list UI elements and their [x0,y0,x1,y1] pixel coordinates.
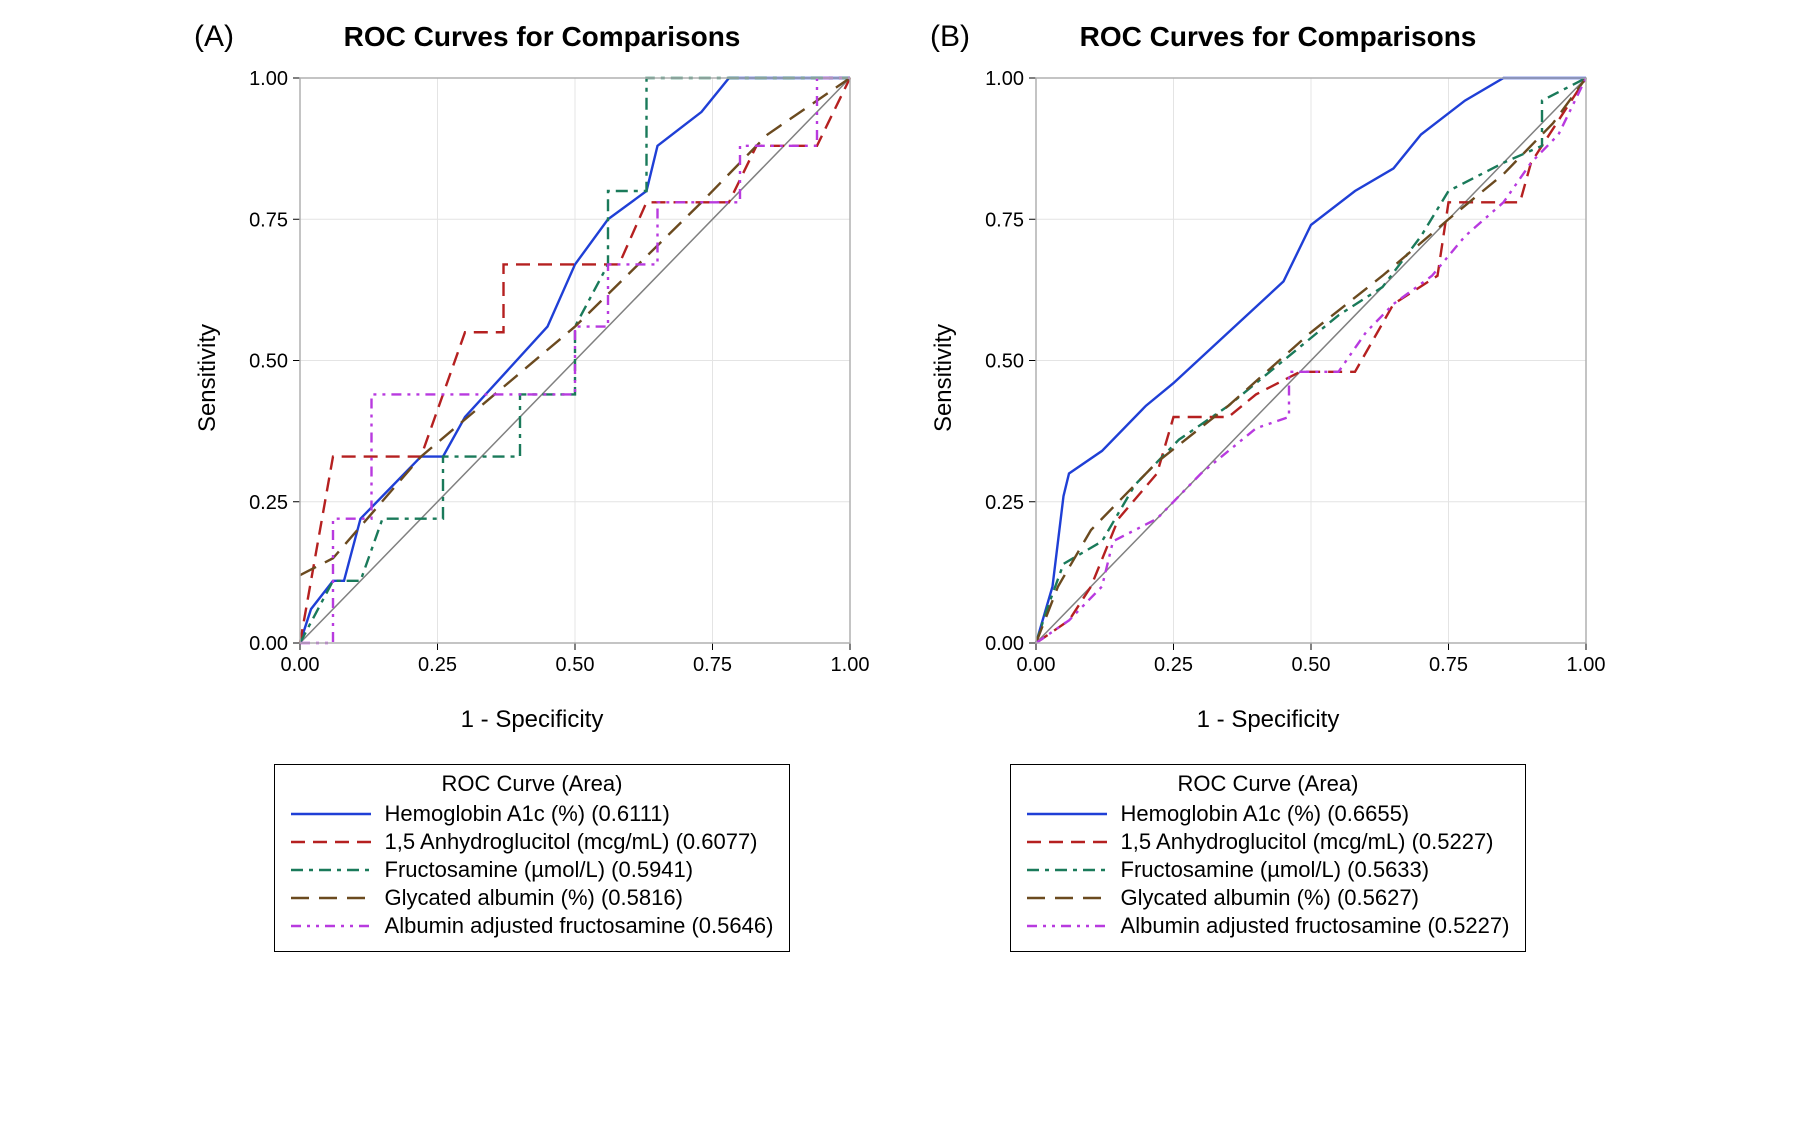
legend-item: Hemoglobin A1c (%) (0.6111) [291,801,774,827]
svg-text:0.25: 0.25 [985,492,1024,514]
legend: ROC Curve (Area) Hemoglobin A1c (%) (0.66… [1010,764,1527,952]
panel-B: (B) ROC Curves for Comparisons Sensitivity… [930,20,1606,952]
panel-label: (A) [194,20,234,54]
svg-text:1.00: 1.00 [249,68,288,90]
legend-swatch [291,804,371,824]
legend-swatch [1027,916,1107,936]
legend-label: Hemoglobin A1c (%) (0.6111) [385,801,670,827]
svg-text:0.75: 0.75 [249,209,288,231]
legend-item: Glycated albumin (%) (0.5627) [1027,885,1510,911]
legend-label: Fructosamine (µmol/L) (0.5633) [1121,857,1430,883]
svg-text:0.25: 0.25 [418,654,457,676]
panel-header: (B) ROC Curves for Comparisons [930,20,1606,54]
x-axis-label: 1 - Specificity [1197,706,1340,734]
svg-text:0.00: 0.00 [281,654,320,676]
legend-swatch [1027,832,1107,852]
svg-text:0.75: 0.75 [985,209,1024,231]
svg-text:0.25: 0.25 [249,492,288,514]
svg-text:0.50: 0.50 [249,351,288,373]
panel-title: ROC Curves for Comparisons [274,21,810,53]
legend-title: ROC Curve (Area) [1027,771,1510,797]
legend-label: Albumin adjusted fructosamine (0.5227) [1121,913,1510,939]
legend-item: Fructosamine (µmol/L) (0.5941) [291,857,774,883]
legend-swatch [1027,860,1107,880]
svg-text:0.50: 0.50 [556,654,595,676]
legend-label: 1,5 Anhydroglucitol (mcg/mL) (0.6077) [385,829,758,855]
legend-label: Glycated albumin (%) (0.5627) [1121,885,1419,911]
panel-title: ROC Curves for Comparisons [1010,21,1546,53]
panel-header: (A) ROC Curves for Comparisons [194,20,870,54]
legend-item: 1,5 Anhydroglucitol (mcg/mL) (0.6077) [291,829,774,855]
svg-text:0.00: 0.00 [1017,654,1056,676]
legend-swatch [291,860,371,880]
svg-text:0.50: 0.50 [985,351,1024,373]
svg-text:1.00: 1.00 [1567,654,1606,676]
svg-text:0.50: 0.50 [1292,654,1331,676]
panel-label: (B) [930,20,970,54]
chart-area: Sensitivity0.000.000.250.250.500.500.750… [930,58,1606,698]
legend-item: 1,5 Anhydroglucitol (mcg/mL) (0.5227) [1027,829,1510,855]
chart-area: Sensitivity0.000.000.250.250.500.500.750… [194,58,870,698]
roc-chart: 0.000.00 0.25 0.25 0.50 0.50 0.75 0.75 1.00 1.00 [230,58,870,698]
y-axis-label: Sensitivity [930,324,958,432]
legend-swatch [291,832,371,852]
panel-A: (A) ROC Curves for Comparisons Sensitivity… [194,20,870,952]
legend-item: Fructosamine (µmol/L) (0.5633) [1027,857,1510,883]
roc-chart: 0.000.00 0.25 0.25 0.50 0.50 0.75 0.75 1.00 1.00 [966,58,1606,698]
legend-label: Glycated albumin (%) (0.5816) [385,885,683,911]
legend-item: Albumin adjusted fructosamine (0.5646) [291,913,774,939]
svg-text:1.00: 1.00 [831,654,870,676]
legend-swatch [1027,804,1107,824]
legend-label: Fructosamine (µmol/L) (0.5941) [385,857,694,883]
legend-item: Hemoglobin A1c (%) (0.6655) [1027,801,1510,827]
x-axis-label: 1 - Specificity [461,706,604,734]
svg-text:0.25: 0.25 [1154,654,1193,676]
y-axis-label: Sensitivity [194,324,222,432]
legend-item: Albumin adjusted fructosamine (0.5227) [1027,913,1510,939]
legend-title: ROC Curve (Area) [291,771,774,797]
legend-swatch [291,888,371,908]
legend-label: Hemoglobin A1c (%) (0.6655) [1121,801,1410,827]
legend-label: Albumin adjusted fructosamine (0.5646) [385,913,774,939]
svg-text:0.00: 0.00 [249,633,288,655]
svg-text:0.75: 0.75 [1429,654,1468,676]
svg-text:0.75: 0.75 [693,654,732,676]
svg-text:0.00: 0.00 [985,633,1024,655]
legend-swatch [1027,888,1107,908]
legend-label: 1,5 Anhydroglucitol (mcg/mL) (0.5227) [1121,829,1494,855]
legend-swatch [291,916,371,936]
legend: ROC Curve (Area) Hemoglobin A1c (%) (0.61… [274,764,791,952]
svg-text:1.00: 1.00 [985,68,1024,90]
legend-item: Glycated albumin (%) (0.5816) [291,885,774,911]
